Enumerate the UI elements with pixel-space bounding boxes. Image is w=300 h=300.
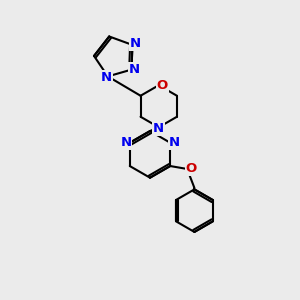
Text: N: N <box>130 37 141 50</box>
Text: N: N <box>120 136 132 149</box>
Text: N: N <box>153 122 164 135</box>
Text: O: O <box>157 79 168 92</box>
Text: N: N <box>168 136 180 149</box>
Text: N: N <box>129 63 140 76</box>
Text: O: O <box>186 163 197 176</box>
Text: N: N <box>101 71 112 84</box>
